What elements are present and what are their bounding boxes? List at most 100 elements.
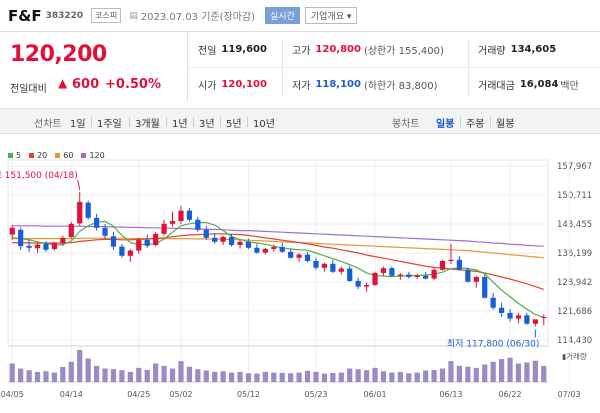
candle-body bbox=[498, 307, 505, 313]
up-arrow-icon: ▲ bbox=[58, 76, 68, 90]
ma20-line bbox=[12, 233, 544, 290]
volume-bar bbox=[119, 370, 125, 382]
volume-label: 거래량 bbox=[478, 46, 506, 57]
candle-body bbox=[9, 227, 15, 235]
legend-item-ma20: 20 bbox=[29, 151, 47, 160]
legend-item-ma120: 120 bbox=[81, 151, 105, 160]
volume-bar bbox=[212, 371, 218, 382]
y-tick-label: 143,455 bbox=[557, 220, 592, 230]
volume-bar bbox=[271, 372, 277, 382]
volume-bar bbox=[456, 365, 463, 382]
open-cell: 시가 120,100 bbox=[198, 67, 267, 102]
candle-body bbox=[321, 263, 328, 268]
volume-bar bbox=[85, 358, 91, 382]
period-3m[interactable]: 3개월 bbox=[135, 119, 160, 130]
candle-body bbox=[473, 276, 479, 282]
y-tick-label: 136,199 bbox=[557, 249, 592, 259]
low-annotation: 최저 117,800 (06/30) bbox=[447, 339, 539, 350]
candle-body bbox=[507, 312, 513, 319]
amount-value: 16,084 bbox=[519, 79, 559, 90]
x-tick-label: 04/14 bbox=[60, 390, 83, 399]
volume-bar bbox=[532, 360, 538, 382]
lower-limit: (하한가 83,800) bbox=[363, 81, 438, 92]
volume-bar bbox=[93, 365, 100, 382]
amount-cell: 거래대금 16,084 백만 bbox=[478, 67, 579, 102]
candle-body bbox=[414, 275, 420, 277]
candle-body bbox=[532, 319, 538, 324]
candle-body bbox=[313, 260, 319, 268]
volume-bar bbox=[482, 364, 488, 382]
period-10y[interactable]: 10년 bbox=[253, 119, 275, 130]
candle-body bbox=[77, 201, 83, 224]
candle-body bbox=[102, 227, 108, 236]
volume-label: ▮거래량 bbox=[562, 352, 587, 361]
candle-body bbox=[119, 246, 125, 256]
low-value: 118,100 bbox=[315, 79, 361, 90]
candle-body bbox=[355, 280, 361, 287]
high-value: 120,800 bbox=[315, 44, 361, 55]
candle-body bbox=[271, 246, 277, 249]
candle-chart-button[interactable]: 봉차트 bbox=[392, 119, 420, 130]
candle-body bbox=[330, 263, 336, 272]
candle-body bbox=[456, 259, 463, 270]
volume-bar bbox=[313, 371, 319, 382]
candle-daily[interactable]: 일봉 bbox=[436, 119, 455, 130]
volume-bar bbox=[127, 371, 133, 382]
current-price: 120,200 bbox=[10, 42, 107, 67]
x-tick-label: 06/01 bbox=[364, 390, 387, 399]
candle-body bbox=[541, 316, 547, 318]
volume-bar bbox=[203, 370, 209, 382]
volume-bar bbox=[237, 371, 243, 382]
volume-bar bbox=[153, 363, 159, 382]
volume-bar bbox=[363, 370, 370, 382]
candle-body bbox=[423, 275, 429, 279]
candle-body bbox=[203, 229, 209, 238]
volume-bar bbox=[186, 366, 193, 382]
ma5-line bbox=[12, 220, 544, 318]
volume-bar bbox=[178, 361, 184, 382]
candle-body bbox=[93, 217, 100, 228]
low-cell: 저가 118,100 (하한가 83,800) bbox=[292, 67, 438, 102]
candle-body bbox=[465, 269, 471, 282]
volume-bar bbox=[490, 361, 496, 382]
candle-body bbox=[288, 251, 294, 258]
ma120-line bbox=[12, 225, 544, 247]
candle-body bbox=[338, 268, 344, 272]
volume-bar bbox=[431, 369, 437, 382]
volume-bar bbox=[524, 362, 530, 382]
candle-body bbox=[153, 233, 159, 246]
period-3y[interactable]: 3년 bbox=[199, 119, 215, 130]
live-button[interactable]: 실시간 bbox=[265, 7, 300, 24]
period-1y[interactable]: 1년 bbox=[172, 119, 188, 130]
volume-bar bbox=[321, 373, 328, 382]
y-tick-label: 157,967 bbox=[557, 162, 592, 172]
volume-bar bbox=[288, 373, 294, 382]
volume-bar bbox=[330, 372, 336, 382]
price-summary: 120,200 전일대비 ▲ 600 +0.50% bbox=[0, 32, 188, 102]
x-tick-label: 06/22 bbox=[499, 390, 522, 399]
period-5y[interactable]: 5년 bbox=[226, 119, 242, 130]
legend-item-ma60: 60 bbox=[55, 151, 73, 160]
candle-weekly[interactable]: 주봉 bbox=[466, 119, 485, 130]
company-info-button[interactable]: 기업개요 ▾ bbox=[304, 7, 358, 24]
line-chart-button[interactable]: 선차트 bbox=[34, 119, 62, 130]
candle-body bbox=[178, 210, 184, 222]
x-tick-label: 05/02 bbox=[169, 390, 192, 399]
upper-limit: (상한가 155,400) bbox=[363, 46, 444, 57]
candle-body bbox=[279, 246, 285, 252]
candle-body bbox=[169, 221, 176, 224]
volume-bar bbox=[110, 369, 117, 382]
candle-body bbox=[110, 236, 117, 247]
ma-legend: 5 20 60 120 bbox=[8, 151, 113, 160]
volume-bar bbox=[169, 368, 176, 382]
y-tick-label: 121,686 bbox=[557, 307, 592, 317]
volume-bar bbox=[448, 361, 454, 382]
stock-header: F&F 383220 코스피 ▤ 2023.07.03 기준(장마감) 실시간 … bbox=[0, 0, 600, 32]
period-1w[interactable]: 1주일 bbox=[97, 119, 122, 130]
open-value: 120,100 bbox=[221, 79, 267, 90]
stock-name: F&F bbox=[8, 6, 42, 25]
candle-body bbox=[296, 254, 302, 258]
x-tick-label: 04/25 bbox=[127, 390, 150, 399]
period-1d[interactable]: 1일 bbox=[70, 119, 86, 130]
candle-monthly[interactable]: 월봉 bbox=[496, 119, 515, 130]
